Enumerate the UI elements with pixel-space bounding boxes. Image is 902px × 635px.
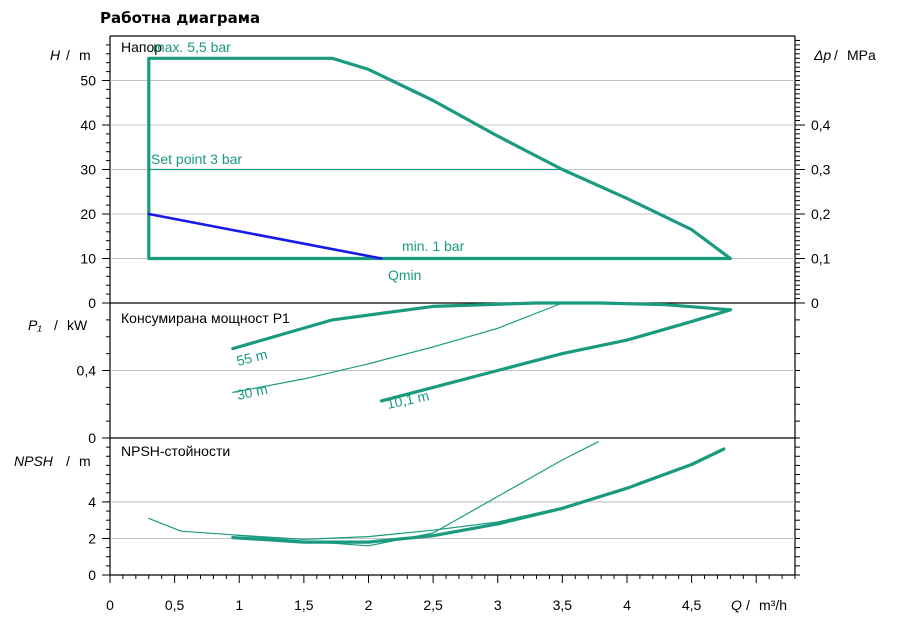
annotation-set-point: Set point 3 bar [151, 151, 242, 167]
curves [147, 56, 733, 547]
y-tick-label: 0,4 [77, 363, 97, 379]
x-tick-label: 1,5 [294, 597, 314, 613]
annotation-55m: 55 m [235, 346, 269, 369]
power-ylabel: P₁ [28, 317, 42, 333]
y-tick-label: 40 [80, 117, 96, 133]
y-tick-label: 20 [80, 206, 96, 222]
annotation-min-bar: min. 1 bar [402, 238, 465, 254]
head-y2unit: MPa [847, 47, 876, 63]
y2-tick-label: 0,1 [811, 251, 831, 267]
annotation-10m: 10,1 m [385, 387, 430, 412]
head-yunit: m [79, 47, 91, 63]
y2-tick-label: 0,2 [811, 206, 831, 222]
x-tick-label: 4,5 [682, 597, 702, 613]
annotation-30m: 30 m [235, 381, 269, 403]
annotation-qmin: Qmin [388, 267, 421, 283]
x-tick-label: 2 [365, 597, 373, 613]
y2-tick-label: 0,3 [811, 162, 831, 178]
x-slash: / [746, 597, 750, 613]
y-tick-label: 2 [88, 530, 96, 546]
x-unit: m³/h [759, 597, 787, 613]
npsh-panel-title: NPSH-стойности [121, 443, 230, 459]
annotation-max-bar: max. 5,5 bar [153, 39, 231, 55]
npsh-slash: / [66, 453, 70, 469]
curve-npsh-thin-1 [148, 441, 600, 547]
chart-title: Работна диаграма [100, 9, 260, 27]
y-tick-label: 4 [88, 494, 96, 510]
curve-power-55-m [231, 301, 733, 351]
y-tick-label: 0 [88, 567, 96, 583]
x-tick-label: 1 [235, 597, 243, 613]
y2-tick-label: 0 [811, 295, 819, 311]
x-label: Q [731, 597, 742, 613]
curve-power-30-m [232, 302, 564, 393]
head-panel-title: Напор [121, 39, 162, 55]
x-tick-label: 2,5 [423, 597, 443, 613]
x-tick-label: 3 [494, 597, 502, 613]
curve-npsh-thin-2 [232, 506, 564, 541]
head-y2label: Δp [813, 47, 831, 63]
npsh-ylabel: NPSH [14, 453, 54, 469]
power-yunit: kW [67, 317, 88, 333]
curve-head-min-1-bar [147, 212, 383, 260]
y-tick-label: 50 [80, 73, 96, 89]
x-tick-label: 0 [106, 597, 114, 613]
head-ylabel: H [50, 47, 61, 63]
npsh-yunit: m [79, 453, 91, 469]
head-y2-slash: / [834, 47, 838, 63]
x-tick-label: 3,5 [553, 597, 573, 613]
curve-power-10-1-m [379, 308, 733, 403]
y-tick-label: 0 [88, 430, 96, 446]
panel-frames [109, 35, 796, 576]
curve-head-max-5-5-bar [147, 56, 733, 261]
y2-tick-label: 0,4 [811, 117, 831, 133]
power-slash: / [54, 317, 58, 333]
x-tick-label: 0,5 [165, 597, 185, 613]
power-panel-title: Консумирана мощност P1 [121, 310, 290, 326]
head-slash: / [66, 47, 70, 63]
tick-marks: 0 0,5 1 1,5 2 2,5 3 3,5 4 4,50102030405000,10,20,… [77, 39, 831, 613]
y-tick-label: 10 [80, 251, 96, 267]
y-tick-label: 0 [88, 295, 96, 311]
curve-npsh-thick [231, 447, 726, 544]
x-tick-label: 4 [623, 597, 631, 613]
y-tick-label: 30 [80, 162, 96, 178]
